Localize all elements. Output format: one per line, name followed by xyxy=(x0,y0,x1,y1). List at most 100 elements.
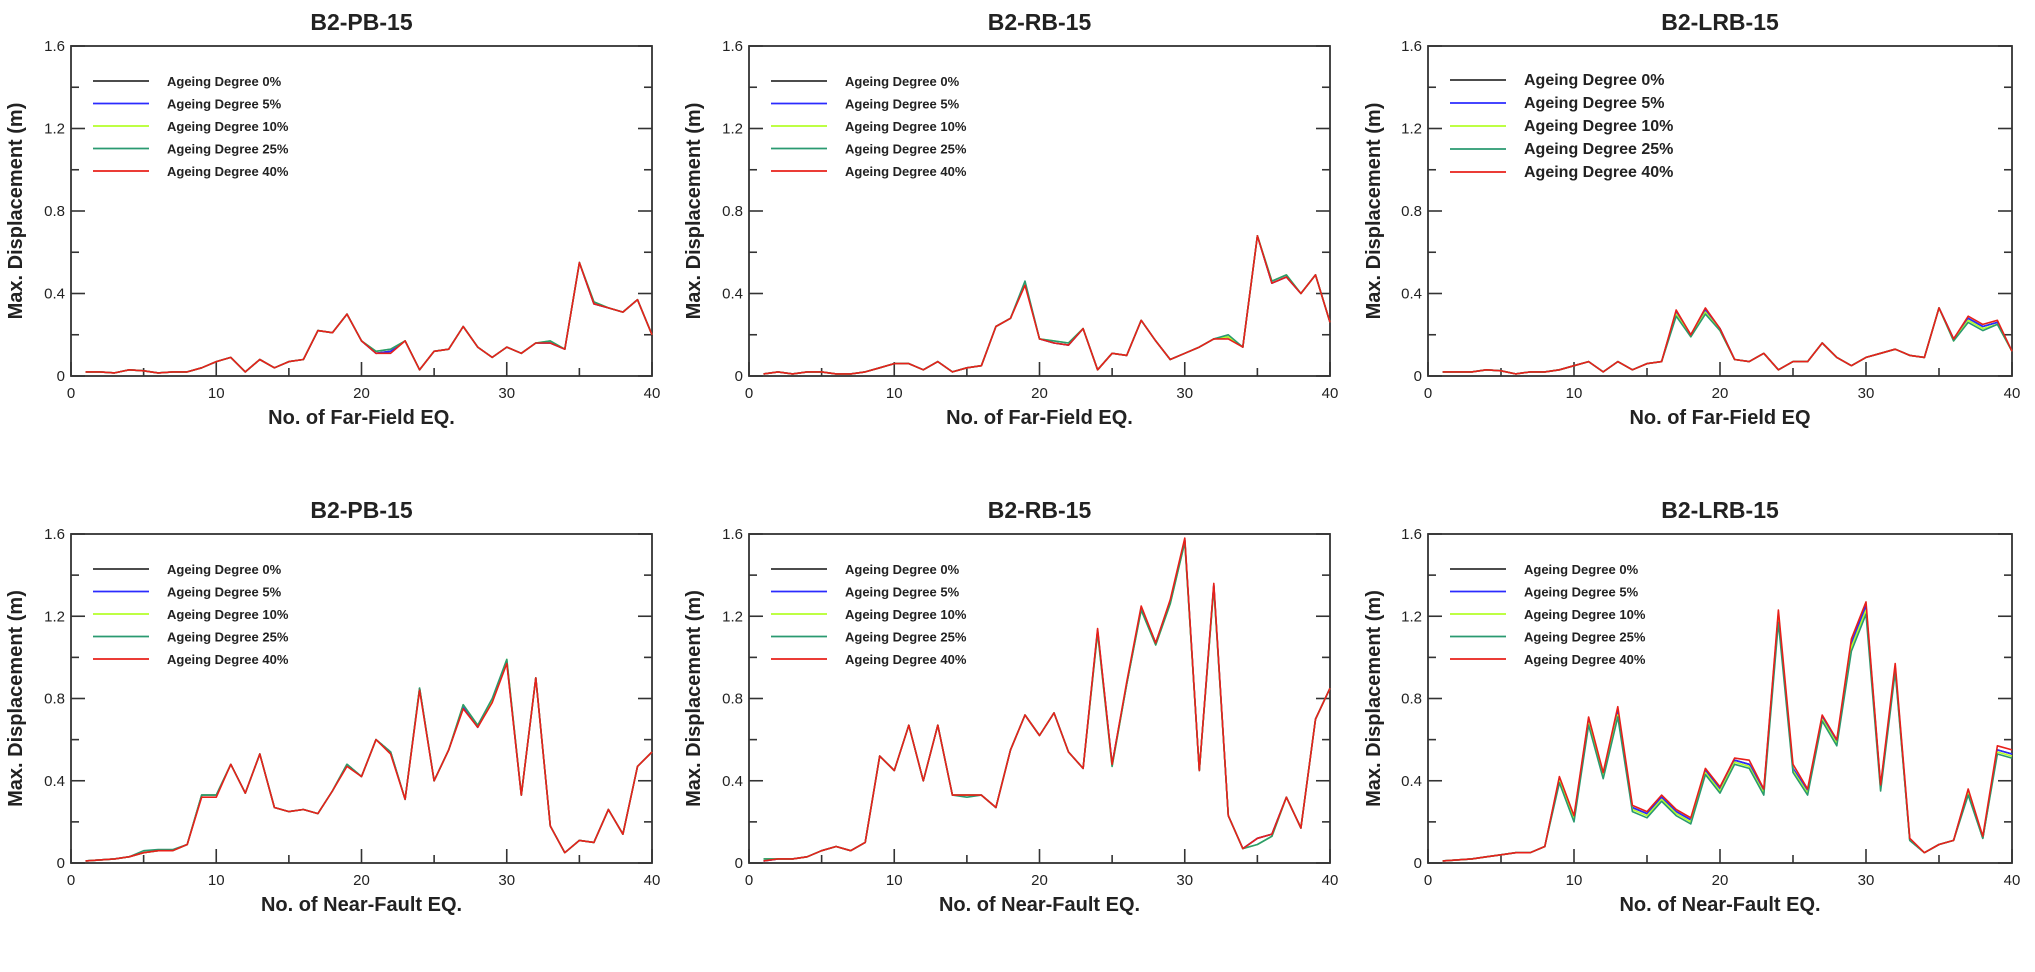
subplot-3: B2-LRB-15 0 0.4 0.8 1.2 1.6 0 10 20 30 40 No. of Fa… xyxy=(1363,9,2020,429)
legend-label: Ageing Degree 25% xyxy=(845,142,967,157)
x-tick-label: 40 xyxy=(644,385,661,402)
chart-title: B2-PB-15 xyxy=(310,497,412,523)
y-tick-label: 1.2 xyxy=(44,608,65,625)
legend-label: Ageing Degree 40% xyxy=(845,164,967,179)
legend-label: Ageing Degree 10% xyxy=(845,607,967,622)
legend-label: Ageing Degree 40% xyxy=(1524,164,1673,181)
legend-label: Ageing Degree 5% xyxy=(1524,95,1664,112)
x-tick-label: 10 xyxy=(886,872,903,889)
plot-frame xyxy=(1427,45,2013,377)
y-tick-label: 1.2 xyxy=(722,121,743,138)
x-tick-label: 10 xyxy=(1566,385,1583,402)
y-tick-label: 0.4 xyxy=(722,773,743,790)
legend-label: Ageing Degree 10% xyxy=(1524,607,1646,622)
legend: Ageing Degree 0% Ageing Degree 5% Ageing D… xyxy=(1450,562,1646,667)
series-line-ageing-degree-40- xyxy=(763,235,1331,375)
chart-title: B2-RB-15 xyxy=(988,9,1092,35)
x-tick-label: 30 xyxy=(1858,872,1875,889)
x-tick-label: 0 xyxy=(1424,385,1432,402)
legend: Ageing Degree 0% Ageing Degree 5% Ageing D… xyxy=(771,562,967,667)
y-axis-label: Max. Displacement (m) xyxy=(5,590,27,807)
series-line-ageing-degree-25- xyxy=(763,235,1331,375)
x-axis-label: No. of Near-Fault EQ. xyxy=(1619,894,1820,916)
x-axis-label: No. of Far-Field EQ. xyxy=(268,407,455,429)
x-tick-label: 30 xyxy=(1858,385,1875,402)
y-tick-label: 1.2 xyxy=(44,121,65,138)
x-axis-label: No. of Near-Fault EQ. xyxy=(261,894,462,916)
legend-label: Ageing Degree 10% xyxy=(167,119,289,134)
y-axis-label: Max. Displacement (m) xyxy=(5,103,27,320)
x-tick-label: 10 xyxy=(1566,872,1583,889)
y-tick-label: 1.6 xyxy=(722,526,743,543)
x-tick-label: 30 xyxy=(1176,385,1193,402)
x-tick-label: 0 xyxy=(67,872,75,889)
y-tick-label: 0.8 xyxy=(1401,691,1422,708)
y-tick-label: 0.8 xyxy=(44,203,65,220)
x-axis-label: No. of Far-Field EQ. xyxy=(946,407,1133,429)
legend-label: Ageing Degree 0% xyxy=(845,74,960,89)
legend: Ageing Degree 0% Ageing Degree 5% Ageing D… xyxy=(93,74,289,179)
x-tick-label: 30 xyxy=(1176,872,1193,889)
x-tick-label: 0 xyxy=(745,385,753,402)
y-tick-label: 0.4 xyxy=(1401,286,1422,303)
plot-frame xyxy=(70,533,653,864)
y-tick-label: 0 xyxy=(1414,855,1422,872)
series-line-ageing-degree-5- xyxy=(85,261,653,374)
x-tick-label: 40 xyxy=(2004,385,2021,402)
series-line-ageing-degree-5- xyxy=(763,235,1331,375)
x-tick-label: 10 xyxy=(208,385,225,402)
y-tick-label: 0 xyxy=(1414,368,1422,385)
y-tick-label: 0 xyxy=(57,855,65,872)
plot-frame xyxy=(748,533,1331,864)
series-line-ageing-degree-40- xyxy=(1442,307,2013,375)
y-tick-label: 1.6 xyxy=(44,38,65,55)
plot-frame xyxy=(748,45,1331,377)
y-tick-label: 1.2 xyxy=(1401,121,1422,138)
legend-label: Ageing Degree 40% xyxy=(845,652,967,667)
legend-label: Ageing Degree 5% xyxy=(845,97,960,112)
series-line-ageing-degree-40- xyxy=(85,261,653,374)
y-tick-label: 0.8 xyxy=(722,691,743,708)
y-tick-label: 0.8 xyxy=(722,203,743,220)
x-tick-label: 40 xyxy=(2004,872,2021,889)
y-tick-label: 0.4 xyxy=(1401,773,1422,790)
x-axis-label: No. of Far-Field EQ xyxy=(1629,407,1810,429)
legend-label: Ageing Degree 40% xyxy=(167,164,289,179)
legend-label: Ageing Degree 5% xyxy=(167,585,282,600)
y-tick-label: 0 xyxy=(735,368,743,385)
legend-label: Ageing Degree 5% xyxy=(167,97,282,112)
chart-title: B2-LRB-15 xyxy=(1661,9,1779,35)
series-line-ageing-degree-25- xyxy=(85,261,653,374)
chart-title: B2-RB-15 xyxy=(988,497,1092,523)
y-tick-label: 0 xyxy=(57,368,65,385)
legend-label: Ageing Degree 40% xyxy=(1524,652,1646,667)
x-tick-label: 40 xyxy=(1322,872,1339,889)
x-tick-label: 20 xyxy=(353,385,370,402)
series-line-ageing-degree-0- xyxy=(85,261,653,374)
subplot-4: B2-PB-15 0 0.4 0.8 1.2 1.6 0 10 20 30 40 No. of Nea… xyxy=(5,497,660,916)
series-line-ageing-degree-10- xyxy=(763,235,1331,375)
series-line-ageing-degree-25- xyxy=(1442,307,2013,375)
series-line-ageing-degree-0- xyxy=(1442,307,2013,375)
y-tick-label: 0.8 xyxy=(1401,203,1422,220)
series-line-ageing-degree-0- xyxy=(85,660,653,862)
y-tick-label: 0.4 xyxy=(44,286,65,303)
series-line-ageing-degree-10- xyxy=(1442,609,2013,862)
legend-label: Ageing Degree 25% xyxy=(167,142,289,157)
series-line-ageing-degree-10- xyxy=(1442,307,2013,375)
y-tick-label: 1.6 xyxy=(1401,38,1422,55)
series-line-ageing-degree-40- xyxy=(1442,601,2013,862)
x-tick-label: 40 xyxy=(1322,385,1339,402)
legend-label: Ageing Degree 0% xyxy=(167,74,282,89)
series-line-ageing-degree-10- xyxy=(85,261,653,374)
y-tick-label: 1.2 xyxy=(722,608,743,625)
x-tick-label: 0 xyxy=(67,385,75,402)
chart-title: B2-PB-15 xyxy=(310,9,412,35)
x-tick-label: 20 xyxy=(1031,385,1048,402)
y-tick-label: 1.6 xyxy=(1401,526,1422,543)
legend-label: Ageing Degree 25% xyxy=(1524,141,1673,158)
y-axis-label: Max. Displacement (m) xyxy=(1363,103,1385,320)
legend-label: Ageing Degree 10% xyxy=(845,119,967,134)
legend: Ageing Degree 0% Ageing Degree 5% Ageing D… xyxy=(771,74,967,179)
